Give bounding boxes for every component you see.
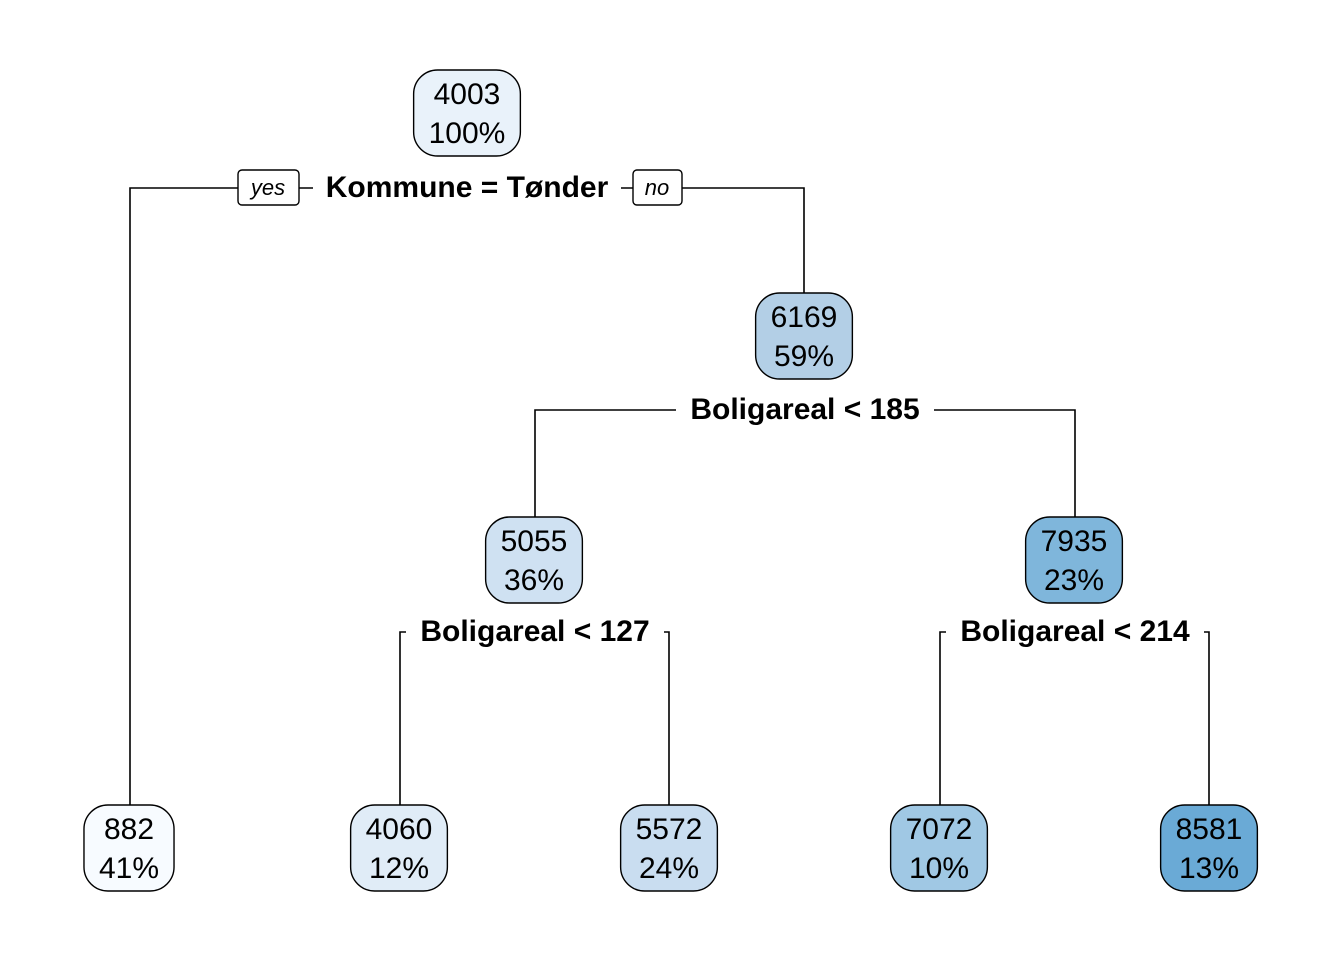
node: 4003 100%: [412, 69, 522, 157]
node: 7935 23%: [1024, 516, 1124, 604]
label-bg: [676, 392, 934, 428]
node-percent: 36%: [504, 564, 564, 597]
edges: [129, 187, 1210, 805]
node-box: [1159, 804, 1259, 892]
yes-box: [237, 169, 300, 206]
split-label: Kommune = Tønder: [326, 171, 609, 204]
node-value: 5055: [501, 525, 568, 558]
node-box: [889, 804, 989, 892]
node-box: [349, 804, 449, 892]
node-percent: 59%: [774, 340, 834, 373]
edge: [399, 631, 670, 805]
node-box: [1024, 516, 1124, 604]
split-label: Boligareal < 127: [420, 615, 649, 648]
yes-label: yes: [249, 175, 285, 200]
node-percent: 12%: [369, 852, 429, 885]
node: 8581 13%: [1159, 804, 1259, 892]
node: 6169 59%: [754, 292, 854, 380]
node-value: 7935: [1041, 525, 1108, 558]
node: 5055 36%: [484, 516, 584, 604]
node: 5572 24%: [619, 804, 719, 892]
node-value: 882: [104, 813, 154, 846]
node-value: 4003: [434, 78, 501, 111]
node-value: 6169: [771, 301, 838, 334]
node-percent: 24%: [639, 852, 699, 885]
label-bg: [313, 170, 621, 206]
node-box: [412, 69, 522, 157]
node: 7072 10%: [889, 804, 989, 892]
node-box: [83, 804, 175, 892]
split-label: Boligareal < 185: [690, 393, 919, 426]
node-percent: 100%: [429, 117, 506, 150]
no-label: no: [645, 175, 669, 200]
node-value: 8581: [1176, 813, 1243, 846]
node-percent: 13%: [1179, 852, 1239, 885]
node-value: 5572: [636, 813, 703, 846]
node-value: 7072: [906, 813, 973, 846]
edge: [129, 187, 805, 805]
node-percent: 41%: [99, 852, 159, 885]
node-box: [619, 804, 719, 892]
node-box: [754, 292, 854, 380]
node-value: 4060: [366, 813, 433, 846]
nodes: 4003100%616959%505536%793523%88241%40601…: [83, 69, 1259, 892]
node: 4060 12%: [349, 804, 449, 892]
node-percent: 10%: [909, 852, 969, 885]
label-bg: [946, 614, 1204, 650]
split-label: Boligareal < 214: [960, 615, 1190, 648]
node-percent: 23%: [1044, 564, 1104, 597]
label-bg: [406, 614, 664, 650]
no-box: [632, 169, 683, 206]
edge: [939, 631, 1210, 805]
node-box: [484, 516, 584, 604]
splits: Kommune = Tønder Boligareal < 185 Boliga…: [237, 169, 1204, 650]
